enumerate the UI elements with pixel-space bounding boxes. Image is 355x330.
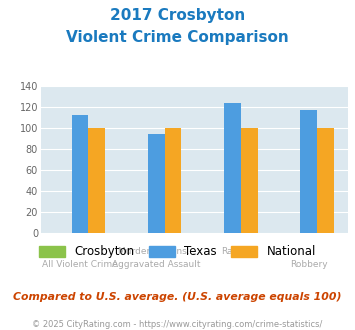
Bar: [224, 103, 241, 233]
Bar: [300, 110, 317, 233]
Text: All Violent Crime: All Violent Crime: [42, 260, 118, 269]
Text: Compared to U.S. average. (U.S. average equals 100): Compared to U.S. average. (U.S. average …: [13, 292, 342, 302]
Bar: [88, 128, 105, 233]
Text: Aggravated Assault: Aggravated Assault: [112, 260, 201, 269]
Bar: [148, 134, 165, 233]
Bar: [317, 128, 334, 233]
Legend: Crosbyton, Texas, National: Crosbyton, Texas, National: [34, 241, 321, 263]
Bar: [165, 128, 181, 233]
Text: 2017 Crosbyton: 2017 Crosbyton: [110, 8, 245, 23]
Text: © 2025 CityRating.com - https://www.cityrating.com/crime-statistics/: © 2025 CityRating.com - https://www.city…: [32, 320, 323, 329]
Text: Robbery: Robbery: [290, 260, 328, 269]
Bar: [72, 115, 88, 233]
Text: Murder & Mans...: Murder & Mans...: [118, 247, 195, 255]
Text: Rape: Rape: [221, 247, 244, 255]
Text: Violent Crime Comparison: Violent Crime Comparison: [66, 30, 289, 45]
Bar: [241, 128, 258, 233]
